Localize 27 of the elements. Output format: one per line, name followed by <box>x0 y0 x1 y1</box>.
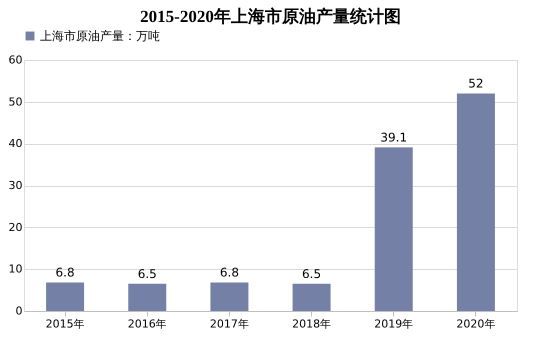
y-tick-label: 20 <box>8 220 22 234</box>
data-label: 6.5 <box>302 266 322 281</box>
bar <box>374 147 413 311</box>
x-tick-label: 2015年 <box>46 318 85 330</box>
bar <box>128 284 166 311</box>
bar <box>46 282 84 311</box>
y-tick-label: 40 <box>8 137 22 150</box>
legend-label: 上海市原油产量：万吨 <box>40 29 160 43</box>
bar <box>210 282 248 311</box>
y-tick-label: 10 <box>8 262 22 276</box>
x-tick-label: 2020年 <box>456 318 496 330</box>
data-label: 6.8 <box>56 266 75 280</box>
y-tick-label: 0 <box>16 304 22 318</box>
y-tick-label: 30 <box>8 179 22 192</box>
y-tick-label: 50 <box>8 95 22 108</box>
x-tick-label: 2017年 <box>210 318 249 330</box>
x-tick-label: 2016年 <box>128 318 167 330</box>
data-label: 6.5 <box>138 266 157 281</box>
data-label: 39.1 <box>380 130 408 144</box>
chart-title: 2015-2020年上海市原油产量统计图 <box>140 7 401 26</box>
x-tick-label: 2019年 <box>374 318 414 330</box>
data-label: 52 <box>468 76 484 90</box>
bar <box>456 93 495 311</box>
data-label: 6.8 <box>220 266 239 280</box>
bar <box>292 284 331 311</box>
x-tick-label: 2018年 <box>292 318 332 330</box>
y-tick-label: 60 <box>8 54 22 66</box>
